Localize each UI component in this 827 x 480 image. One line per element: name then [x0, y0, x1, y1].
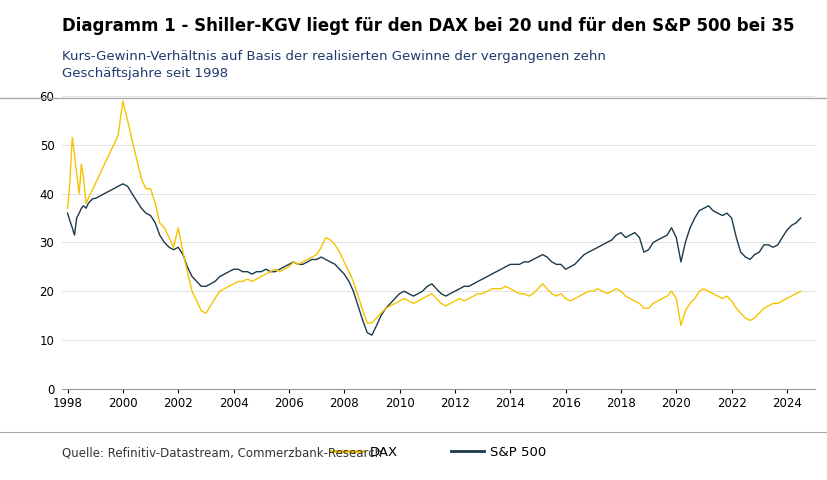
Text: Quelle: Refinitiv-Datastream, Commerzbank-Research: Quelle: Refinitiv-Datastream, Commerzban… [62, 446, 382, 459]
Text: Diagramm 1 - Shiller-KGV liegt für den DAX bei 20 und für den S&P 500 bei 35: Diagramm 1 - Shiller-KGV liegt für den D… [62, 17, 795, 35]
Legend: DAX, S&P 500: DAX, S&P 500 [325, 441, 552, 464]
Text: Kurs-Gewinn-Verhältnis auf Basis der realisierten Gewinne der vergangenen zehn
G: Kurs-Gewinn-Verhältnis auf Basis der rea… [62, 50, 606, 80]
